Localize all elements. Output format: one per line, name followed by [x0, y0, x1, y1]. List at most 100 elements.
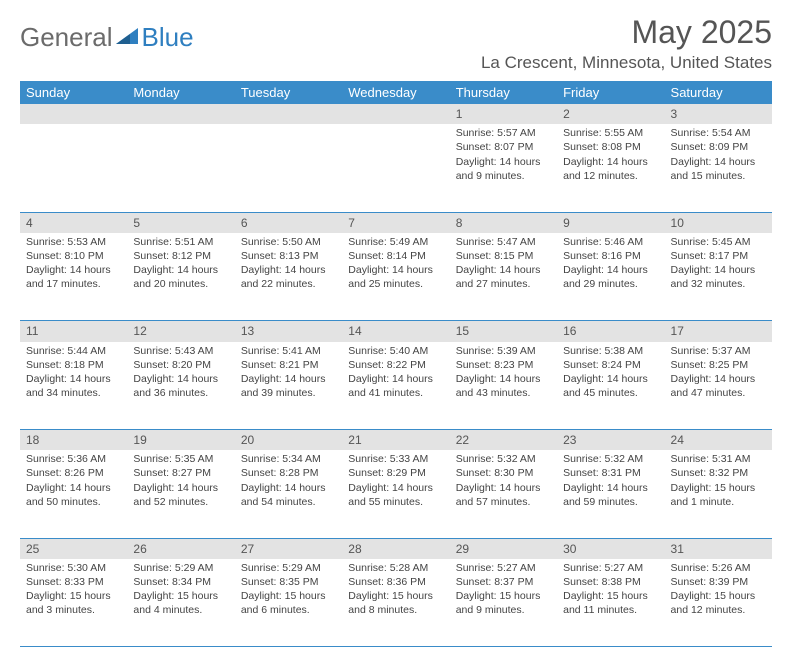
day-number: 28 [342, 538, 449, 559]
day-number: 29 [450, 538, 557, 559]
day-number-row: 25262728293031 [20, 538, 772, 559]
calendar-body: 123Sunrise: 5:57 AMSunset: 8:07 PMDaylig… [20, 104, 772, 647]
day-number: 24 [665, 430, 772, 451]
day-details: Sunrise: 5:49 AMSunset: 8:14 PMDaylight:… [342, 233, 449, 298]
day-number [20, 104, 127, 124]
day-cell: Sunrise: 5:55 AMSunset: 8:08 PMDaylight:… [557, 124, 664, 212]
day-number: 3 [665, 104, 772, 124]
day-cell: Sunrise: 5:34 AMSunset: 8:28 PMDaylight:… [235, 450, 342, 538]
day-number: 25 [20, 538, 127, 559]
brand-logo: General Blue [20, 14, 194, 53]
day-number: 2 [557, 104, 664, 124]
day-details: Sunrise: 5:34 AMSunset: 8:28 PMDaylight:… [235, 450, 342, 515]
day-number: 30 [557, 538, 664, 559]
day-cell: Sunrise: 5:29 AMSunset: 8:35 PMDaylight:… [235, 559, 342, 647]
day-cell: Sunrise: 5:38 AMSunset: 8:24 PMDaylight:… [557, 342, 664, 430]
day-cell: Sunrise: 5:46 AMSunset: 8:16 PMDaylight:… [557, 233, 664, 321]
day-content-row: Sunrise: 5:44 AMSunset: 8:18 PMDaylight:… [20, 342, 772, 430]
day-cell: Sunrise: 5:41 AMSunset: 8:21 PMDaylight:… [235, 342, 342, 430]
day-number: 31 [665, 538, 772, 559]
day-number: 11 [20, 321, 127, 342]
day-details: Sunrise: 5:43 AMSunset: 8:20 PMDaylight:… [127, 342, 234, 407]
day-number: 23 [557, 430, 664, 451]
day-number: 1 [450, 104, 557, 124]
day-content-row: Sunrise: 5:53 AMSunset: 8:10 PMDaylight:… [20, 233, 772, 321]
day-number: 12 [127, 321, 234, 342]
day-content-row: Sunrise: 5:36 AMSunset: 8:26 PMDaylight:… [20, 450, 772, 538]
day-number: 6 [235, 212, 342, 233]
day-header: Thursday [450, 81, 557, 104]
day-cell: Sunrise: 5:57 AMSunset: 8:07 PMDaylight:… [450, 124, 557, 212]
day-number: 21 [342, 430, 449, 451]
day-cell: Sunrise: 5:33 AMSunset: 8:29 PMDaylight:… [342, 450, 449, 538]
day-number: 10 [665, 212, 772, 233]
day-number: 5 [127, 212, 234, 233]
day-cell: Sunrise: 5:31 AMSunset: 8:32 PMDaylight:… [665, 450, 772, 538]
day-header: Tuesday [235, 81, 342, 104]
day-number-row: 18192021222324 [20, 430, 772, 451]
day-details: Sunrise: 5:27 AMSunset: 8:37 PMDaylight:… [450, 559, 557, 624]
day-content-row: Sunrise: 5:57 AMSunset: 8:07 PMDaylight:… [20, 124, 772, 212]
day-details: Sunrise: 5:51 AMSunset: 8:12 PMDaylight:… [127, 233, 234, 298]
day-cell [127, 124, 234, 212]
day-cell: Sunrise: 5:40 AMSunset: 8:22 PMDaylight:… [342, 342, 449, 430]
day-number: 16 [557, 321, 664, 342]
day-header: Sunday [20, 81, 127, 104]
day-number: 19 [127, 430, 234, 451]
day-number: 18 [20, 430, 127, 451]
title-block: May 2025 La Crescent, Minnesota, United … [481, 14, 772, 73]
calendar-table: SundayMondayTuesdayWednesdayThursdayFrid… [20, 81, 772, 647]
day-cell: Sunrise: 5:28 AMSunset: 8:36 PMDaylight:… [342, 559, 449, 647]
day-cell: Sunrise: 5:54 AMSunset: 8:09 PMDaylight:… [665, 124, 772, 212]
day-cell: Sunrise: 5:35 AMSunset: 8:27 PMDaylight:… [127, 450, 234, 538]
day-details: Sunrise: 5:28 AMSunset: 8:36 PMDaylight:… [342, 559, 449, 624]
day-number: 9 [557, 212, 664, 233]
day-details: Sunrise: 5:38 AMSunset: 8:24 PMDaylight:… [557, 342, 664, 407]
page-header: General Blue May 2025 La Crescent, Minne… [20, 14, 772, 73]
day-number [235, 104, 342, 124]
day-number: 22 [450, 430, 557, 451]
day-cell: Sunrise: 5:43 AMSunset: 8:20 PMDaylight:… [127, 342, 234, 430]
day-header-row: SundayMondayTuesdayWednesdayThursdayFrid… [20, 81, 772, 104]
day-number: 15 [450, 321, 557, 342]
day-cell [235, 124, 342, 212]
day-details: Sunrise: 5:40 AMSunset: 8:22 PMDaylight:… [342, 342, 449, 407]
day-details: Sunrise: 5:46 AMSunset: 8:16 PMDaylight:… [557, 233, 664, 298]
day-number: 13 [235, 321, 342, 342]
day-details: Sunrise: 5:32 AMSunset: 8:31 PMDaylight:… [557, 450, 664, 515]
day-header: Friday [557, 81, 664, 104]
day-content-row: Sunrise: 5:30 AMSunset: 8:33 PMDaylight:… [20, 559, 772, 647]
day-cell: Sunrise: 5:45 AMSunset: 8:17 PMDaylight:… [665, 233, 772, 321]
day-number: 20 [235, 430, 342, 451]
day-details: Sunrise: 5:57 AMSunset: 8:07 PMDaylight:… [450, 124, 557, 189]
brand-part1: General [20, 22, 113, 53]
day-number: 17 [665, 321, 772, 342]
day-cell: Sunrise: 5:50 AMSunset: 8:13 PMDaylight:… [235, 233, 342, 321]
day-cell: Sunrise: 5:49 AMSunset: 8:14 PMDaylight:… [342, 233, 449, 321]
day-details: Sunrise: 5:39 AMSunset: 8:23 PMDaylight:… [450, 342, 557, 407]
day-cell: Sunrise: 5:53 AMSunset: 8:10 PMDaylight:… [20, 233, 127, 321]
day-number: 4 [20, 212, 127, 233]
day-number: 27 [235, 538, 342, 559]
day-cell: Sunrise: 5:37 AMSunset: 8:25 PMDaylight:… [665, 342, 772, 430]
day-number: 26 [127, 538, 234, 559]
day-details: Sunrise: 5:36 AMSunset: 8:26 PMDaylight:… [20, 450, 127, 515]
day-cell [342, 124, 449, 212]
day-details: Sunrise: 5:35 AMSunset: 8:27 PMDaylight:… [127, 450, 234, 515]
day-details: Sunrise: 5:54 AMSunset: 8:09 PMDaylight:… [665, 124, 772, 189]
month-title: May 2025 [481, 14, 772, 51]
day-cell: Sunrise: 5:44 AMSunset: 8:18 PMDaylight:… [20, 342, 127, 430]
day-cell [20, 124, 127, 212]
day-details: Sunrise: 5:45 AMSunset: 8:17 PMDaylight:… [665, 233, 772, 298]
day-details: Sunrise: 5:53 AMSunset: 8:10 PMDaylight:… [20, 233, 127, 298]
day-cell: Sunrise: 5:51 AMSunset: 8:12 PMDaylight:… [127, 233, 234, 321]
day-details: Sunrise: 5:29 AMSunset: 8:35 PMDaylight:… [235, 559, 342, 624]
day-number-row: 11121314151617 [20, 321, 772, 342]
logo-mark-icon [116, 22, 142, 53]
day-details: Sunrise: 5:31 AMSunset: 8:32 PMDaylight:… [665, 450, 772, 515]
day-number: 8 [450, 212, 557, 233]
day-details: Sunrise: 5:26 AMSunset: 8:39 PMDaylight:… [665, 559, 772, 624]
location-text: La Crescent, Minnesota, United States [481, 53, 772, 73]
day-cell: Sunrise: 5:32 AMSunset: 8:30 PMDaylight:… [450, 450, 557, 538]
day-details: Sunrise: 5:41 AMSunset: 8:21 PMDaylight:… [235, 342, 342, 407]
